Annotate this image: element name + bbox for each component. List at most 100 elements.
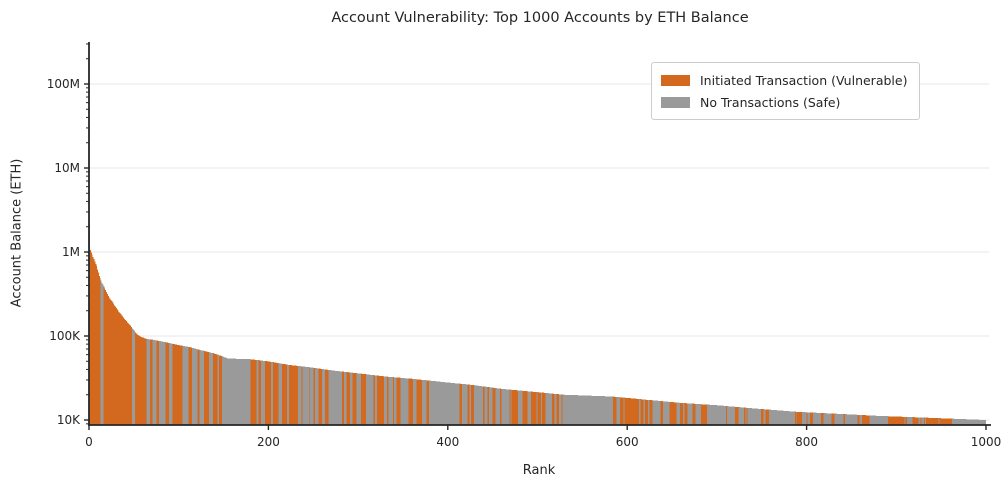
bar: [571, 395, 573, 425]
bar: [591, 395, 593, 425]
bar: [863, 415, 865, 425]
bar: [730, 406, 732, 425]
bar: [800, 412, 802, 425]
bar: [426, 380, 428, 425]
bar: [300, 366, 302, 425]
bar: [304, 366, 306, 425]
bar: [419, 379, 421, 425]
bar: [850, 414, 852, 425]
bar: [205, 351, 207, 425]
bar: [984, 419, 986, 425]
bar: [648, 399, 650, 425]
bar: [433, 381, 435, 425]
bar: [930, 417, 932, 425]
bar: [383, 376, 385, 425]
bar: [696, 403, 698, 425]
bar: [464, 384, 466, 425]
bar: [611, 396, 613, 425]
bar: [601, 396, 603, 425]
bar: [552, 393, 554, 425]
legend-item-safe: No Transactions (Safe): [661, 91, 907, 113]
bar: [346, 372, 348, 425]
bar: [477, 385, 479, 425]
bar: [847, 414, 849, 425]
bar: [839, 413, 841, 425]
bar: [656, 400, 658, 425]
bar: [916, 417, 918, 425]
bar: [948, 418, 950, 425]
bar: [801, 412, 803, 425]
bar: [596, 395, 598, 425]
bar: [156, 340, 158, 425]
bar: [779, 410, 781, 425]
bar: [951, 418, 953, 425]
bar: [101, 282, 103, 425]
bar: [859, 414, 861, 425]
bar: [115, 308, 117, 425]
bar: [349, 372, 351, 425]
bar: [266, 361, 268, 425]
bar: [97, 272, 99, 425]
bar: [878, 415, 880, 425]
bar: [617, 397, 619, 425]
bar: [247, 359, 249, 425]
bar: [370, 374, 372, 425]
bar: [210, 352, 212, 425]
bar: [733, 406, 735, 425]
bar: [226, 358, 228, 425]
bar: [595, 395, 597, 425]
bar: [757, 408, 759, 425]
bar: [140, 336, 142, 425]
bar: [530, 391, 532, 425]
bar: [742, 407, 744, 425]
bar: [709, 404, 711, 425]
bar: [565, 394, 567, 425]
bar: [864, 415, 865, 425]
bar: [265, 361, 267, 425]
bar: [297, 365, 299, 425]
bar: [819, 412, 821, 425]
bar: [360, 373, 362, 425]
bar: [570, 394, 572, 425]
bar: [727, 406, 729, 425]
bar: [922, 417, 924, 425]
bar: [269, 361, 271, 425]
bar: [179, 345, 181, 425]
bar: [378, 375, 380, 425]
bar: [120, 314, 122, 425]
bar: [500, 388, 502, 425]
bar: [371, 374, 373, 425]
bar: [331, 370, 333, 425]
bar: [462, 383, 464, 425]
bar: [781, 410, 783, 425]
bar: [546, 393, 548, 425]
x-tick-label: 400: [436, 435, 459, 449]
bar: [157, 340, 159, 425]
bar: [962, 419, 964, 425]
bar: [122, 316, 124, 425]
bar: [472, 384, 473, 425]
bar: [909, 417, 911, 425]
bar: [916, 417, 918, 425]
bar: [807, 412, 809, 425]
bar: [920, 417, 922, 425]
bar: [107, 295, 109, 425]
bar: [602, 396, 604, 425]
bar: [629, 398, 631, 425]
bar: [105, 290, 107, 425]
bar: [484, 386, 486, 425]
bar: [572, 395, 574, 425]
bar: [811, 412, 813, 425]
bar: [626, 397, 628, 425]
bar: [785, 410, 787, 425]
bar: [671, 402, 673, 425]
bar: [418, 379, 420, 425]
bar: [590, 395, 592, 425]
bar: [676, 402, 678, 425]
axes: 0 200 400 600 800 1000 10K 100K 1M 10M 100M: [47, 42, 1001, 449]
bar: [391, 377, 393, 425]
bar: [221, 356, 223, 425]
bar: [187, 346, 189, 425]
bar: [268, 361, 270, 425]
bar: [611, 396, 613, 425]
